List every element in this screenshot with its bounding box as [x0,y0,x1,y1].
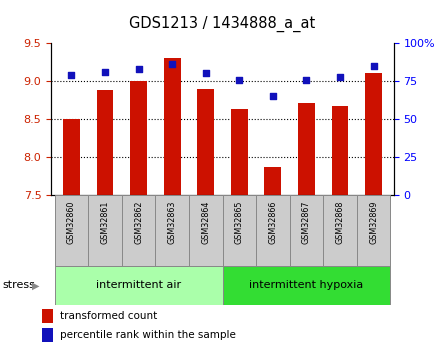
Text: GDS1213 / 1434888_a_at: GDS1213 / 1434888_a_at [129,16,316,32]
Bar [97,90,113,195]
Text: GSM32864: GSM32864 [201,200,210,244]
Bar [365,73,382,195]
Point [370,63,377,69]
Text: GSM32860: GSM32860 [67,200,76,244]
Text: GSM32868: GSM32868 [336,200,344,244]
Bar [88,195,122,266]
Text: GSM32863: GSM32863 [168,200,177,244]
Point [135,66,142,72]
Bar [290,195,323,266]
Bar [55,266,222,305]
Bar [231,109,248,195]
Point [169,62,176,67]
Bar [164,58,181,195]
Text: stress: stress [2,280,35,290]
Bar [130,81,147,195]
Text: GSM32862: GSM32862 [134,200,143,244]
Bar [55,195,88,266]
Bar [222,266,390,305]
Text: transformed count: transformed count [60,312,158,322]
Point [101,69,109,75]
Text: GSM32867: GSM32867 [302,200,311,244]
Bar [222,195,256,266]
Point [303,77,310,82]
Bar [256,195,290,266]
Bar [42,328,53,342]
Point [236,77,243,82]
Text: GSM32869: GSM32869 [369,200,378,244]
Bar [357,195,390,266]
Bar [264,167,281,195]
Text: intermittent air: intermittent air [96,280,181,290]
Text: intermittent hypoxia: intermittent hypoxia [249,280,364,290]
Bar [298,103,315,195]
Bar [332,106,348,195]
Text: GSM32861: GSM32861 [101,200,109,244]
Bar [155,195,189,266]
Text: GSM32865: GSM32865 [235,200,244,244]
Bar [189,195,222,266]
Point [269,93,276,99]
Bar [63,119,80,195]
Bar [42,309,53,323]
Text: GSM32866: GSM32866 [268,200,277,244]
Point [336,74,344,79]
Bar [122,195,155,266]
Bar [323,195,357,266]
Point [68,72,75,78]
Bar [197,89,214,195]
Text: percentile rank within the sample: percentile rank within the sample [60,330,236,340]
Point [202,71,209,76]
Text: ▶: ▶ [32,280,40,290]
